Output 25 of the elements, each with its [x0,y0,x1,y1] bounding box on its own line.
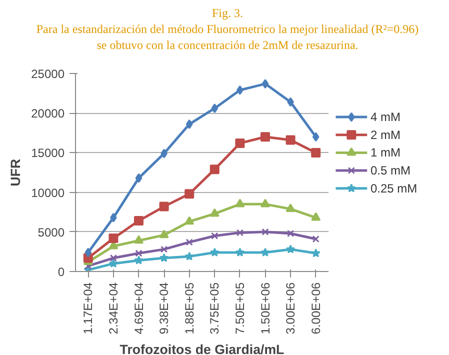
y-tick-label: 10000 [31,186,65,200]
legend-label: 4 mM [370,110,400,124]
y-axis-title: UFR [8,158,24,186]
x-tick-label: 7.50E+05 [232,282,247,334]
x-tick-label: 6.00E+06 [308,282,323,334]
legend-label: 0.25 mM [370,181,418,196]
y-tick-label: 25000 [31,67,65,81]
chart-title: Fig. 3. [212,6,243,20]
x-tick-label: 4.69E+04 [132,282,146,334]
x-tick-label: 3.00E+06 [284,282,298,334]
x-axis-title: Trofozoitos de Giardia/mL [120,342,284,355]
chart-subtitle: Para la estandarización del método Fluorometrico la mejor linealidad (R²=0.96) se obtuvo con la concentración de 2mM de resazurina. [36,22,419,52]
x-tick-label: 9.38E+04 [157,282,172,334]
legend-label: 0.5 mM [370,164,410,178]
y-tick-label: 5000 [38,225,65,240]
y-tick-label: 20000 [31,106,65,121]
x-tick-label: 3.75E+05 [208,282,222,334]
x-tick-label: 2.34E+04 [106,282,120,334]
x-tick-label: 1.50E+06 [258,282,272,334]
x-tick-label: 1.17E+04 [81,282,96,334]
legend-label: 1 mM [370,146,400,160]
x-tick-label: 1.88E+05 [182,282,196,334]
legend-label: 2 mM [370,128,400,142]
y-tick-label: 0 [58,265,65,279]
y-tick-label: 15000 [31,146,65,160]
